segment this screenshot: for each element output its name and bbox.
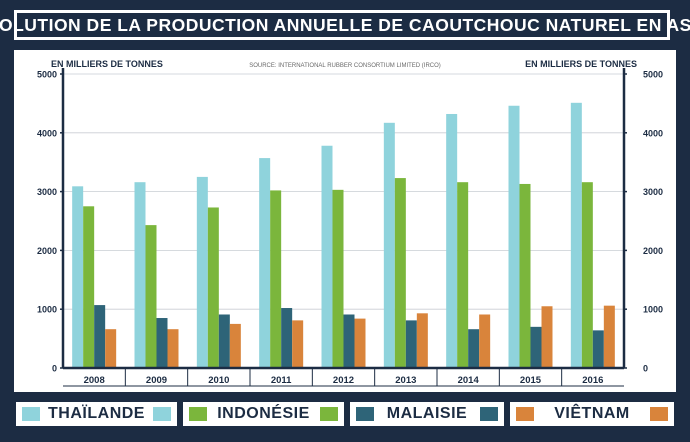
bar-viêtnam-2008 <box>105 329 117 368</box>
bar-malaisie-2013 <box>405 320 417 368</box>
bar-indonésie-2015 <box>519 183 531 368</box>
y-tick-label-left: 5000 <box>37 70 57 80</box>
bar-viêtnam-2010 <box>229 323 241 368</box>
bar-indonésie-2016 <box>581 182 593 368</box>
bar-indonésie-2010 <box>207 207 219 368</box>
bar-indonésie-2011 <box>270 190 282 368</box>
bar-thaïlande-2008 <box>72 186 84 368</box>
bar-viêtnam-2012 <box>354 318 366 368</box>
bar-thaïlande-2015 <box>508 105 520 368</box>
y-tick-label-left: 0 <box>52 364 57 374</box>
bar-viêtnam-2016 <box>603 305 615 368</box>
x-tick-label: 2015 <box>520 375 542 386</box>
y-tick-label-left: 4000 <box>37 128 57 138</box>
legend-swatch-malaisie <box>356 407 374 421</box>
legend-label-malaisie: MALAISIE <box>386 405 468 422</box>
legend-swatch-indonesie-right <box>320 407 338 421</box>
x-tick-label: 2009 <box>146 375 167 386</box>
y-tick-label-left: 2000 <box>37 246 57 256</box>
legend-swatch-vietnam <box>516 407 534 421</box>
legend-item-malaisie: MALAISIE <box>348 400 506 428</box>
y-tick-label-right: 3000 <box>643 187 663 197</box>
x-tick-label: 2010 <box>208 375 229 386</box>
bar-viêtnam-2009 <box>167 329 179 368</box>
title-box: ÉVOLUTION DE LA PRODUCTION ANNUELLE DE C… <box>0 10 690 40</box>
bar-viêtnam-2013 <box>416 313 428 368</box>
bar-thaïlande-2013 <box>383 122 395 368</box>
legend-label-thailande: THAÏLANDE <box>48 405 145 422</box>
bar-thaïlande-2012 <box>321 145 333 368</box>
bar-thaïlande-2011 <box>259 158 271 368</box>
legend-label-vietnam: VIÊTNAM <box>554 405 630 422</box>
y-tick-label-left: 1000 <box>37 305 57 315</box>
bar-malaisie-2011 <box>281 308 293 368</box>
x-tick-label: 2013 <box>395 375 416 386</box>
bar-thaïlande-2010 <box>196 176 208 368</box>
bar-indonésie-2014 <box>457 182 469 368</box>
legend-swatch-vietnam-right <box>650 407 668 421</box>
legend-label-indonesie: INDONÉSIE <box>217 405 310 422</box>
legend-swatch-thailande <box>22 407 40 421</box>
x-tick-label: 2016 <box>582 375 603 386</box>
chart-title: ÉVOLUTION DE LA PRODUCTION ANNUELLE DE C… <box>0 14 690 35</box>
bar-malaisie-2015 <box>530 326 542 368</box>
legend-swatch-malaisie-right <box>480 407 498 421</box>
bar-indonésie-2008 <box>83 206 95 368</box>
bar-viêtnam-2015 <box>541 306 553 368</box>
bar-indonésie-2012 <box>332 189 344 368</box>
y-tick-label-right: 1000 <box>643 305 663 315</box>
bar-malaisie-2009 <box>156 318 168 368</box>
source-label: SOURCE: INTERNATIONAL RUBBER CONSORTIUM … <box>249 63 441 69</box>
bar-thaïlande-2016 <box>570 102 582 368</box>
bar-malaisie-2008 <box>94 305 106 368</box>
legend-item-thailande: THAÏLANDE <box>14 400 179 428</box>
legend-swatch-thailande-right <box>153 407 171 421</box>
bar-thaïlande-2009 <box>134 182 146 368</box>
bar-malaisie-2012 <box>343 314 355 368</box>
right-unit-label: EN MILLIERS DE TONNES <box>525 59 637 69</box>
x-tick-label: 2008 <box>84 375 105 386</box>
y-tick-label-left: 3000 <box>37 187 57 197</box>
x-tick-label: 2012 <box>333 375 354 386</box>
x-tick-label: 2011 <box>271 375 292 386</box>
bar-viêtnam-2011 <box>292 320 304 368</box>
legend-item-indonesie: INDONÉSIE <box>181 400 346 428</box>
y-tick-label-right: 5000 <box>643 70 663 80</box>
bar-viêtnam-2014 <box>479 314 491 368</box>
bar-malaisie-2014 <box>468 329 480 368</box>
y-tick-label-right: 0 <box>643 364 648 374</box>
bar-thaïlande-2014 <box>446 113 458 368</box>
bar-malaisie-2016 <box>592 330 604 368</box>
bar-indonésie-2009 <box>145 225 157 368</box>
left-unit-label: EN MILLIERS DE TONNES <box>51 59 163 69</box>
legend-swatch-indonesie <box>189 407 207 421</box>
y-tick-label-right: 4000 <box>643 128 663 138</box>
x-tick-label: 2014 <box>458 375 480 386</box>
legend-item-vietnam: VIÊTNAM <box>508 400 676 428</box>
bar-malaisie-2010 <box>218 314 230 368</box>
bar-indonésie-2013 <box>394 178 406 368</box>
y-tick-label-right: 2000 <box>643 246 663 256</box>
